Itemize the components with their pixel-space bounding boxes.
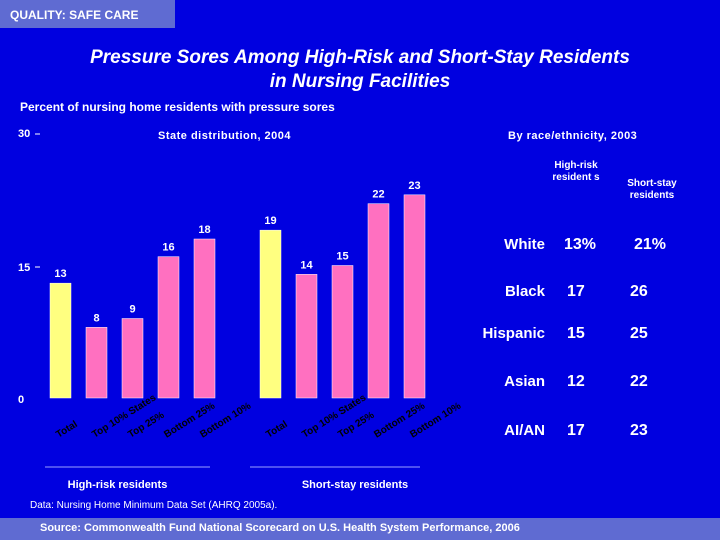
category-label-high-risk-0: Total — [54, 419, 80, 441]
asian-short-stay: 22 — [630, 373, 648, 390]
bar-high-risk-2 — [121, 318, 144, 399]
bar-high-risk-3 — [157, 256, 180, 399]
bar-label-high-risk-4: 18 — [198, 224, 210, 236]
source-band: Source: Commonwealth Fund National Score… — [0, 518, 720, 540]
aian-short-stay: 23 — [630, 422, 648, 439]
right-section-title: By race/ethnicity, 2003 — [508, 130, 638, 142]
page-title: Pressure Sores Among High-Risk and Short… — [0, 46, 720, 94]
group-label-high-risk: High-risk residents — [68, 479, 168, 491]
race-hispanic: Hispanic — [482, 325, 545, 342]
bar-label-short-stay-1: 14 — [300, 259, 313, 271]
col-head-short-stay: Short-stay residents — [627, 178, 677, 201]
source-text: Source: Commonwealth Fund National Score… — [40, 522, 520, 534]
bar-label-short-stay-3: 22 — [372, 189, 384, 201]
race-white: White — [504, 236, 545, 253]
white-short-stay: 21% — [634, 236, 667, 253]
bar-label-high-risk-3: 16 — [162, 242, 174, 254]
y-tick-30: 30 — [18, 128, 31, 140]
white-high-risk: 13% — [564, 236, 597, 253]
bar-short-stay-2 — [331, 265, 354, 399]
bar-label-short-stay-4: 23 — [408, 180, 420, 192]
title-line-2: in Nursing Facilities — [269, 71, 451, 92]
hispanic-high-risk: 15 — [567, 325, 585, 342]
chart-subtitle: Percent of nursing home residents with p… — [20, 100, 335, 114]
bar-high-risk-1 — [85, 327, 108, 399]
y-tick-15: 15 — [18, 262, 31, 274]
bar-label-short-stay-0: 19 — [264, 215, 276, 227]
black-short-stay: 26 — [630, 283, 648, 300]
category-label-short-stay-0: Total — [264, 419, 290, 441]
bar-label-short-stay-2: 15 — [336, 251, 348, 263]
hispanic-short-stay: 25 — [630, 325, 648, 342]
race-aian: AI/AN — [504, 422, 545, 439]
col-head-high-risk: High-risk resident s — [552, 160, 600, 183]
left-section-title: State distribution, 2004 — [158, 130, 292, 142]
bar-label-high-risk-0: 13 — [54, 268, 66, 280]
bar-high-risk-0 — [49, 282, 72, 399]
title-line-1: Pressure Sores Among High-Risk and Short… — [90, 47, 630, 68]
data-note: Data: Nursing Home Minimum Data Set (AHR… — [30, 500, 278, 511]
bar-short-stay-4 — [403, 194, 426, 399]
bar-short-stay-3 — [367, 203, 390, 399]
group-label-short-stay: Short-stay residents — [302, 479, 408, 491]
black-high-risk: 17 — [567, 283, 585, 300]
bar-label-high-risk-2: 9 — [129, 304, 135, 316]
bar-short-stay-0 — [259, 229, 282, 399]
header-band: QUALITY: SAFE CARE — [0, 0, 175, 28]
bar-label-high-risk-1: 8 — [93, 312, 99, 324]
race-black: Black — [504, 283, 545, 300]
bar-high-risk-4 — [193, 238, 216, 399]
bar-short-stay-1 — [295, 274, 318, 399]
y-tick-0: 0 — [18, 394, 25, 406]
header-tag: QUALITY: SAFE CARE — [10, 8, 139, 22]
asian-high-risk: 12 — [567, 373, 585, 390]
race-asian: Asian — [504, 373, 545, 390]
aian-high-risk: 17 — [567, 422, 585, 439]
